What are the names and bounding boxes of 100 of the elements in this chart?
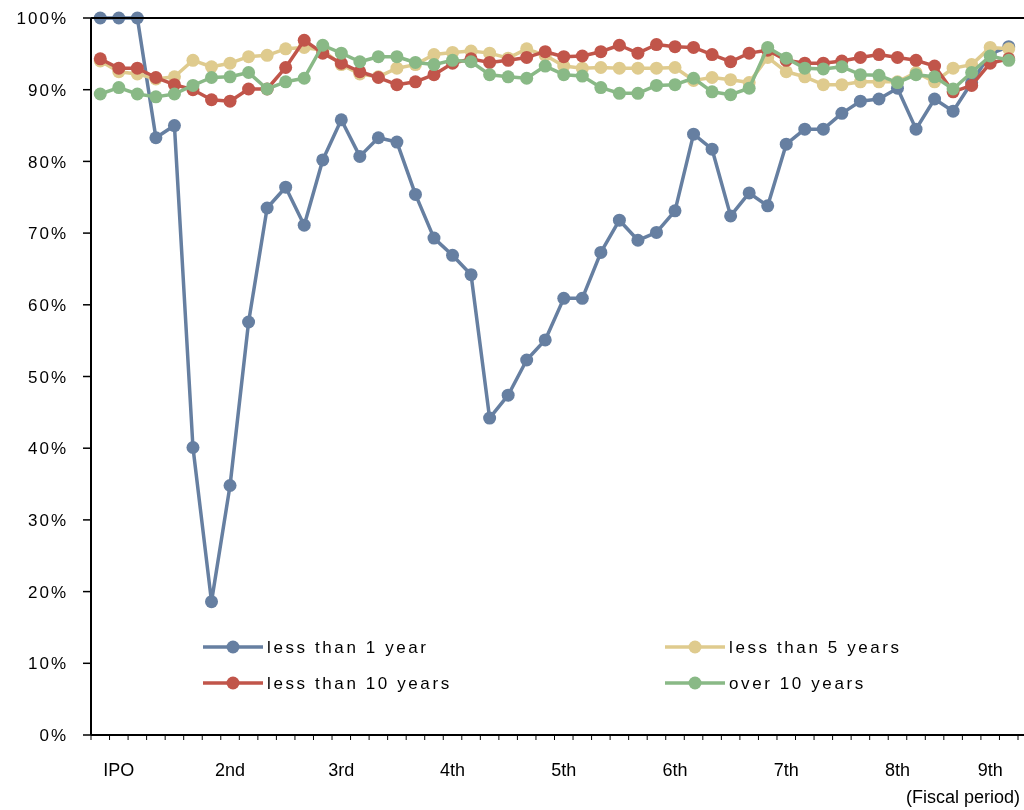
point	[316, 38, 330, 52]
point	[130, 87, 144, 101]
point	[149, 90, 163, 104]
point	[408, 75, 422, 89]
point	[205, 595, 219, 609]
point	[649, 78, 663, 92]
point	[668, 60, 682, 74]
point	[705, 48, 719, 62]
point	[427, 231, 441, 245]
point	[242, 315, 256, 329]
point	[705, 71, 719, 85]
point	[223, 94, 237, 108]
point	[742, 46, 756, 60]
point	[853, 50, 867, 64]
legend-label: less than 10 years	[267, 674, 452, 694]
point	[649, 38, 663, 52]
point	[260, 201, 274, 215]
point	[390, 78, 404, 92]
x-tick-label: 7th	[773, 760, 799, 780]
point	[779, 65, 793, 79]
point	[167, 87, 181, 101]
point	[575, 49, 589, 63]
point	[464, 268, 478, 282]
point	[538, 59, 552, 73]
point	[260, 48, 274, 62]
point	[761, 199, 775, 213]
y-tick-label: 20%	[27, 582, 68, 602]
point	[965, 65, 979, 79]
point	[779, 137, 793, 151]
point	[724, 209, 738, 223]
point	[242, 65, 256, 79]
point	[279, 180, 293, 194]
point	[909, 122, 923, 136]
point	[594, 81, 608, 95]
point	[649, 61, 663, 75]
point	[483, 411, 497, 425]
point	[742, 81, 756, 95]
point	[186, 440, 200, 454]
point	[594, 60, 608, 74]
point	[835, 60, 849, 74]
point	[390, 61, 404, 75]
x-tick-label: IPO	[103, 760, 135, 780]
point	[687, 40, 701, 54]
y-tick-label: 40%	[27, 439, 68, 459]
point	[483, 68, 497, 82]
point	[724, 88, 738, 102]
legend-label: less than 1 year	[267, 638, 429, 658]
point	[742, 186, 756, 200]
point	[390, 135, 404, 149]
point	[575, 69, 589, 83]
x-axis-title: (Fiscal period)	[905, 787, 1020, 807]
point	[186, 53, 200, 67]
point	[668, 78, 682, 92]
point	[334, 113, 348, 127]
point	[928, 70, 942, 84]
point	[186, 78, 200, 92]
y-tick-label: 70%	[27, 224, 68, 244]
point	[205, 93, 219, 107]
point	[279, 42, 293, 56]
x-tick-label: 9th	[977, 760, 1003, 780]
point	[631, 61, 645, 75]
point	[205, 60, 219, 74]
point	[279, 75, 293, 89]
point	[242, 50, 256, 64]
point	[909, 53, 923, 67]
point	[631, 46, 645, 60]
x-tick-label: 4th	[440, 760, 466, 780]
point	[612, 61, 626, 75]
point	[242, 82, 256, 96]
point	[724, 55, 738, 69]
legend-label: less than 5 years	[729, 638, 902, 658]
point	[167, 119, 181, 133]
point	[853, 68, 867, 82]
y-tick-label: 30%	[27, 511, 68, 531]
x-tick-label: 8th	[884, 760, 911, 780]
point	[705, 142, 719, 156]
point	[816, 62, 830, 76]
point	[946, 61, 960, 75]
point	[316, 153, 330, 167]
point	[724, 73, 738, 87]
point	[334, 46, 348, 60]
point	[446, 248, 460, 262]
point	[853, 94, 867, 108]
point	[297, 218, 311, 232]
point	[501, 388, 515, 402]
y-tick-label: 10%	[27, 654, 68, 674]
point	[93, 87, 107, 101]
point	[371, 50, 385, 64]
point	[390, 50, 404, 64]
point	[668, 204, 682, 218]
point	[501, 70, 515, 84]
point	[594, 45, 608, 59]
point	[427, 58, 441, 72]
point	[816, 122, 830, 136]
point	[872, 48, 886, 62]
point	[353, 55, 367, 69]
point	[872, 92, 886, 106]
point	[594, 245, 608, 259]
legend-label: over 10 years	[729, 674, 866, 694]
point	[798, 61, 812, 75]
